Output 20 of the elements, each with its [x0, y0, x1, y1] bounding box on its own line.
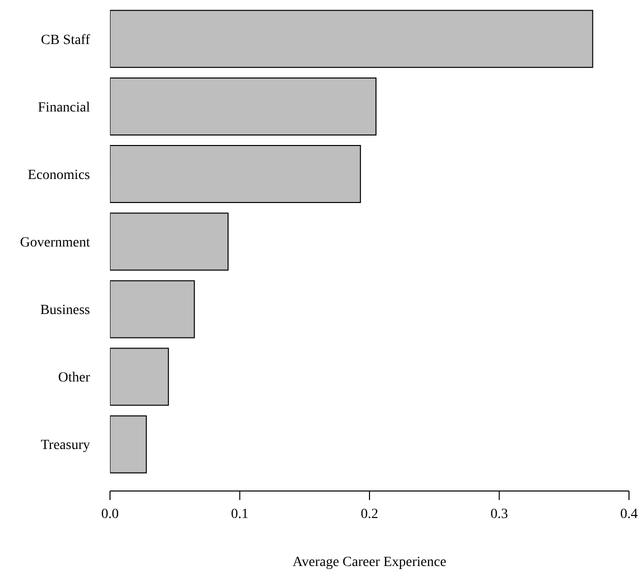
x-tick-label: 0.4	[620, 506, 638, 522]
bar	[110, 10, 594, 68]
x-tick-label: 0.1	[231, 506, 248, 522]
x-tick-label: 0.2	[360, 506, 378, 522]
y-tick-label: Government	[20, 235, 90, 250]
bar	[110, 415, 147, 474]
y-tick-label: Treasury	[40, 438, 90, 454]
y-tick-label: CB Staff	[40, 32, 90, 48]
x-tick-label: 0.0	[101, 506, 119, 522]
y-tick-label: Economics	[28, 168, 90, 183]
y-tick-label: Other	[58, 370, 90, 386]
y-tick-label: Financial	[38, 100, 90, 116]
x-tick-label: 0.3	[490, 506, 508, 522]
bar	[110, 145, 361, 204]
bar	[110, 280, 195, 338]
bar	[110, 348, 169, 406]
bar	[110, 77, 376, 136]
bar	[110, 212, 229, 271]
x-axis-title: Average Career Experience	[292, 555, 446, 570]
y-tick-label: Business	[40, 303, 90, 318]
